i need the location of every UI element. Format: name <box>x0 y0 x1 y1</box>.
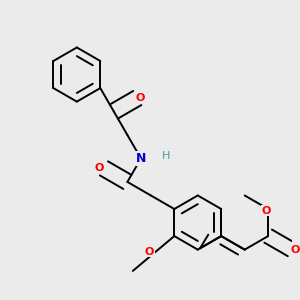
Text: N: N <box>136 152 146 165</box>
Text: O: O <box>94 164 104 173</box>
Text: H: H <box>162 151 170 161</box>
Text: O: O <box>262 206 271 216</box>
Text: O: O <box>145 247 154 256</box>
Text: O: O <box>136 93 145 103</box>
Text: O: O <box>291 244 300 255</box>
